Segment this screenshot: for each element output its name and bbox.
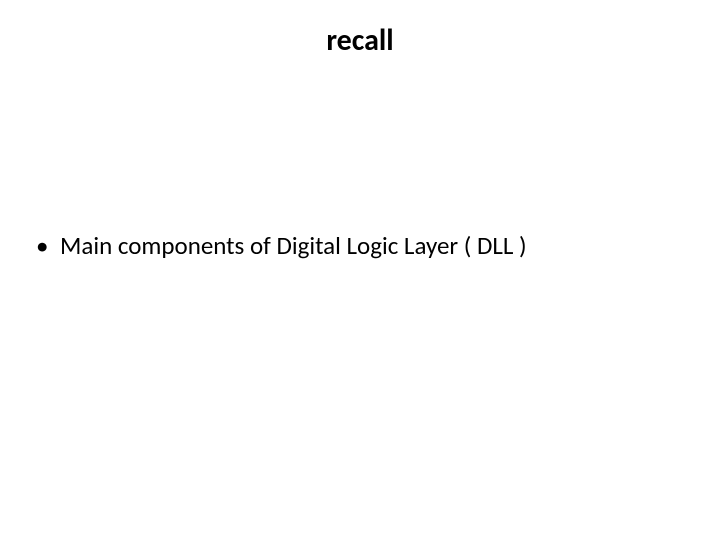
bullet-item: • Main components of Digital Logic Layer… xyxy=(34,230,686,263)
slide: recall • Main components of Digital Logi… xyxy=(0,0,720,540)
bullet-text: Main components of Digital Logic Layer (… xyxy=(60,230,686,263)
slide-body: • Main components of Digital Logic Layer… xyxy=(34,230,686,263)
slide-title: recall xyxy=(0,22,720,59)
bullet-marker-icon: • xyxy=(34,230,60,263)
